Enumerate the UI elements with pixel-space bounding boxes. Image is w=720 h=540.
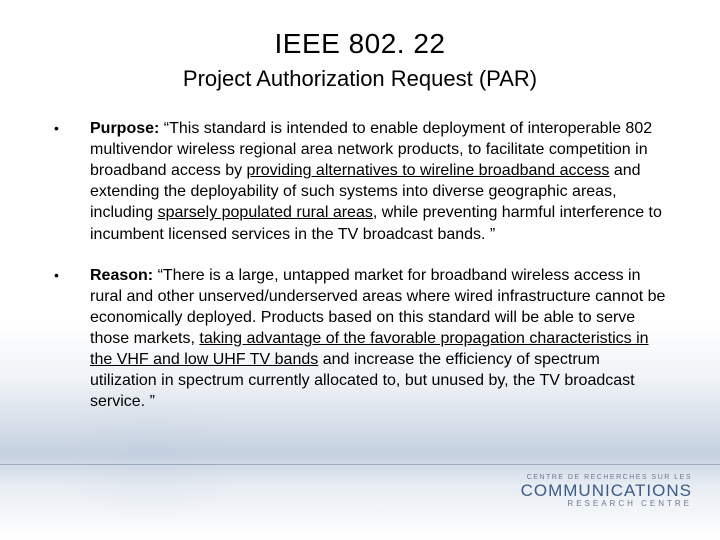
bullet-item: • Purpose: “This standard is intended to… xyxy=(54,118,666,245)
footer-logo: CENTRE DE RECHERCHES SUR LES COMMUNICATI… xyxy=(521,474,692,508)
bullet-item: • Reason: “There is a large, untapped ma… xyxy=(54,265,666,413)
slide-subtitle: Project Authorization Request (PAR) xyxy=(0,66,720,92)
bullet-marker: • xyxy=(54,265,90,283)
bullet-text-purpose: Purpose: “This standard is intended to e… xyxy=(90,118,666,245)
slide-title: IEEE 802. 22 xyxy=(0,0,720,60)
slide: IEEE 802. 22 Project Authorization Reque… xyxy=(0,0,720,540)
logo-line-1: CENTRE DE RECHERCHES SUR LES xyxy=(521,474,692,481)
bullet-marker: • xyxy=(54,118,90,136)
content-area: • Purpose: “This standard is intended to… xyxy=(0,92,720,412)
footer-divider xyxy=(0,464,720,465)
logo-line-2: COMMUNICATIONS xyxy=(521,482,692,499)
bullet-text-reason: Reason: “There is a large, untapped mark… xyxy=(90,265,666,413)
logo-line-3: RESEARCH CENTRE xyxy=(521,500,692,508)
